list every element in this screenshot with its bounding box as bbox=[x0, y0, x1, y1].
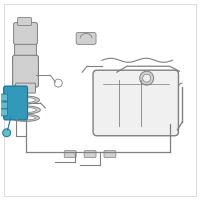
FancyBboxPatch shape bbox=[0, 94, 8, 101]
Ellipse shape bbox=[11, 106, 40, 114]
Circle shape bbox=[54, 79, 62, 87]
Ellipse shape bbox=[12, 96, 39, 104]
Circle shape bbox=[3, 129, 11, 137]
Circle shape bbox=[143, 74, 151, 82]
FancyBboxPatch shape bbox=[14, 23, 37, 44]
FancyBboxPatch shape bbox=[15, 43, 36, 59]
FancyBboxPatch shape bbox=[76, 32, 96, 44]
FancyBboxPatch shape bbox=[4, 4, 196, 196]
FancyBboxPatch shape bbox=[0, 102, 8, 109]
FancyBboxPatch shape bbox=[104, 151, 116, 158]
FancyBboxPatch shape bbox=[64, 151, 76, 158]
FancyBboxPatch shape bbox=[13, 55, 38, 87]
Circle shape bbox=[140, 71, 154, 85]
FancyBboxPatch shape bbox=[4, 86, 28, 120]
FancyBboxPatch shape bbox=[16, 83, 35, 93]
FancyBboxPatch shape bbox=[84, 151, 96, 158]
Ellipse shape bbox=[16, 98, 35, 102]
FancyBboxPatch shape bbox=[18, 18, 31, 26]
Ellipse shape bbox=[16, 116, 35, 120]
Ellipse shape bbox=[12, 114, 39, 121]
Ellipse shape bbox=[15, 107, 36, 112]
FancyBboxPatch shape bbox=[0, 109, 8, 116]
FancyBboxPatch shape bbox=[93, 70, 178, 136]
